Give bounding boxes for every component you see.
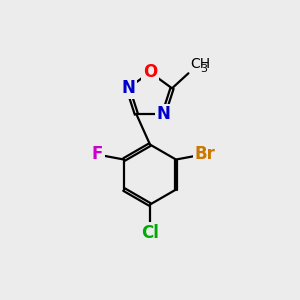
- Text: O: O: [143, 63, 157, 81]
- Text: N: N: [121, 79, 135, 97]
- Text: 3: 3: [201, 64, 208, 74]
- Text: F: F: [92, 145, 103, 163]
- Text: N: N: [157, 105, 171, 123]
- Text: CH: CH: [190, 57, 210, 71]
- Text: Cl: Cl: [141, 224, 159, 242]
- Text: Br: Br: [195, 145, 216, 163]
